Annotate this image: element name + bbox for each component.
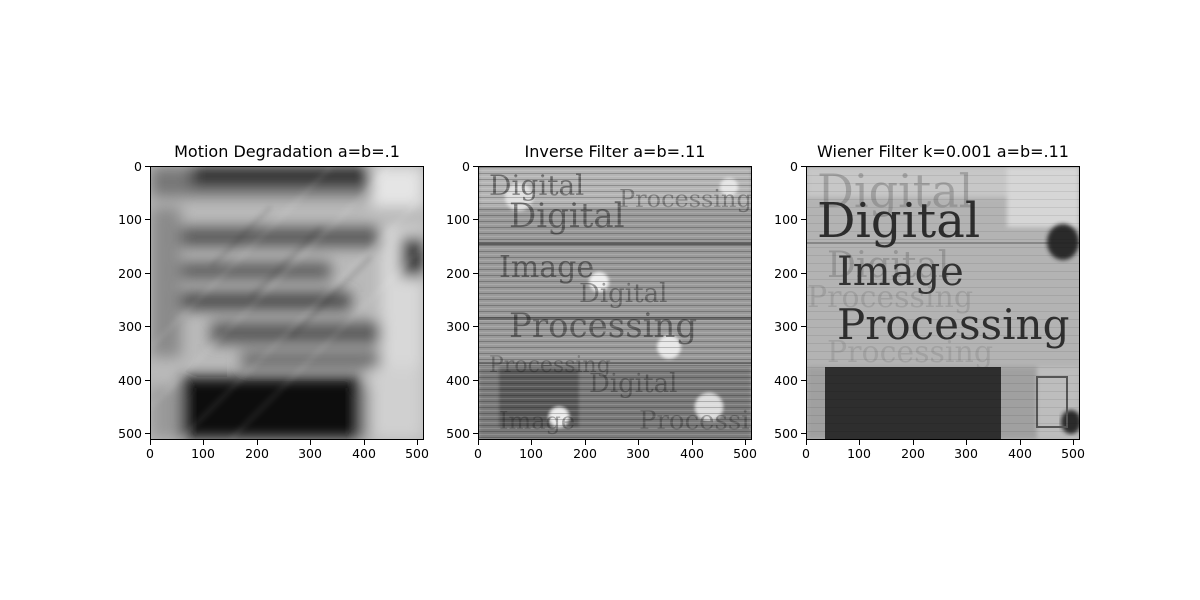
tick-label: 300: [118, 318, 142, 334]
x-tick: 300: [290, 440, 330, 464]
tick-label: 500: [118, 425, 142, 441]
y-tick: 500: [418, 425, 478, 441]
tick-label: 0: [802, 446, 810, 461]
y-tick: 200: [90, 265, 150, 281]
x-tick: 500: [397, 440, 437, 464]
tick-label: 300: [446, 318, 470, 334]
x-tick: 400: [672, 440, 712, 464]
tick-label: 200: [245, 446, 269, 461]
tick-label: 400: [352, 446, 376, 461]
axes: Digital Digital Processing Processing Di…: [774, 159, 1085, 462]
tick-label: 200: [774, 265, 798, 281]
y-tick: 300: [90, 318, 150, 334]
tick-label: 400: [446, 372, 470, 388]
y-tick: 400: [418, 372, 478, 388]
tick-label: 400: [680, 446, 704, 461]
x-tick: 100: [839, 440, 879, 464]
blurred-image: [150, 166, 424, 440]
tick-label: 100: [847, 446, 871, 461]
tick-label: 500: [1061, 446, 1085, 461]
tick-label: 0: [462, 158, 470, 174]
x-tick: 500: [725, 440, 765, 464]
x-tick: 400: [1000, 440, 1040, 464]
y-tick: 400: [90, 372, 150, 388]
y-tick: 500: [90, 425, 150, 441]
tick-label: 100: [446, 211, 470, 227]
y-tick: 300: [418, 318, 478, 334]
panel-title: Inverse Filter a=b=.11: [524, 142, 706, 161]
tick-label: 500: [733, 446, 757, 461]
x-tick: 500: [1053, 440, 1093, 464]
y-tick: 200: [418, 265, 478, 281]
x-tick: 200: [893, 440, 933, 464]
tick-label: 200: [446, 265, 470, 281]
tick-label: 0: [790, 158, 798, 174]
tick-label: 300: [954, 446, 978, 461]
y-tick: 0: [746, 158, 806, 174]
y-tick: 300: [746, 318, 806, 334]
axes: 0 100 200 300 400 500 0 100 200 300 400 …: [118, 159, 429, 462]
x-tick: 300: [618, 440, 658, 464]
tick-label: 100: [191, 446, 215, 461]
tick-label: 0: [474, 446, 482, 461]
tick-label: 500: [405, 446, 429, 461]
tick-label: 100: [774, 211, 798, 227]
x-tick: 300: [946, 440, 986, 464]
y-tick: 500: [746, 425, 806, 441]
x-tick: 0: [458, 440, 498, 464]
y-tick: 200: [746, 265, 806, 281]
x-tick: 0: [786, 440, 826, 464]
axes: Digital Digital Processing Image Digital…: [446, 159, 757, 462]
x-tick: 400: [344, 440, 384, 464]
tick-label: 300: [774, 318, 798, 334]
y-tick: 0: [90, 158, 150, 174]
x-tick: 200: [565, 440, 605, 464]
panel-title: Motion Degradation a=b=.1: [174, 142, 400, 161]
wiener-filtered-image: Digital Digital Processing Processing Di…: [806, 166, 1080, 440]
tick-label: 0: [134, 158, 142, 174]
tick-label: 200: [901, 446, 925, 461]
panel-title: Wiener Filter k=0.001 a=b=.11: [817, 142, 1069, 161]
inverse-filtered-image: Digital Digital Processing Image Digital…: [478, 166, 752, 440]
tick-label: 100: [118, 211, 142, 227]
tick-label: 200: [118, 265, 142, 281]
tick-label: 300: [298, 446, 322, 461]
x-tick: 100: [183, 440, 223, 464]
tick-label: 400: [774, 372, 798, 388]
x-tick: 0: [130, 440, 170, 464]
tick-label: 0: [146, 446, 154, 461]
y-tick: 400: [746, 372, 806, 388]
tick-label: 500: [446, 425, 470, 441]
tick-label: 500: [774, 425, 798, 441]
x-tick: 100: [511, 440, 551, 464]
tick-label: 400: [1008, 446, 1032, 461]
tick-label: 300: [626, 446, 650, 461]
tick-label: 400: [118, 372, 142, 388]
y-tick: 100: [418, 211, 478, 227]
x-tick: 200: [237, 440, 277, 464]
y-tick: 0: [418, 158, 478, 174]
y-tick: 100: [90, 211, 150, 227]
y-tick: 100: [746, 211, 806, 227]
tick-label: 100: [519, 446, 543, 461]
tick-label: 200: [573, 446, 597, 461]
